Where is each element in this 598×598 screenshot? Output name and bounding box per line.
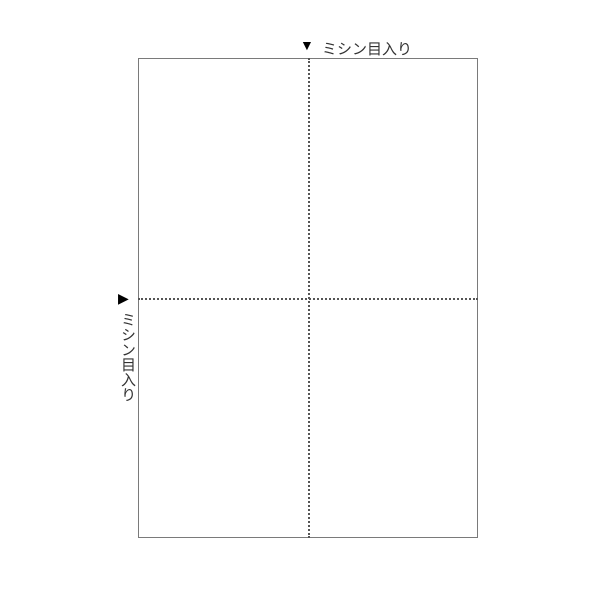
arrow-right-icon: ▶ xyxy=(118,291,129,305)
perforation-label-top: ミシン目入り xyxy=(322,38,412,59)
diagram-canvas: ▼ ▶ ミシン目入り ミシン目入り xyxy=(0,0,598,598)
arrow-down-icon: ▼ xyxy=(300,38,314,52)
perforation-label-side: ミシン目入り xyxy=(117,312,138,402)
perforation-horizontal xyxy=(138,298,478,300)
